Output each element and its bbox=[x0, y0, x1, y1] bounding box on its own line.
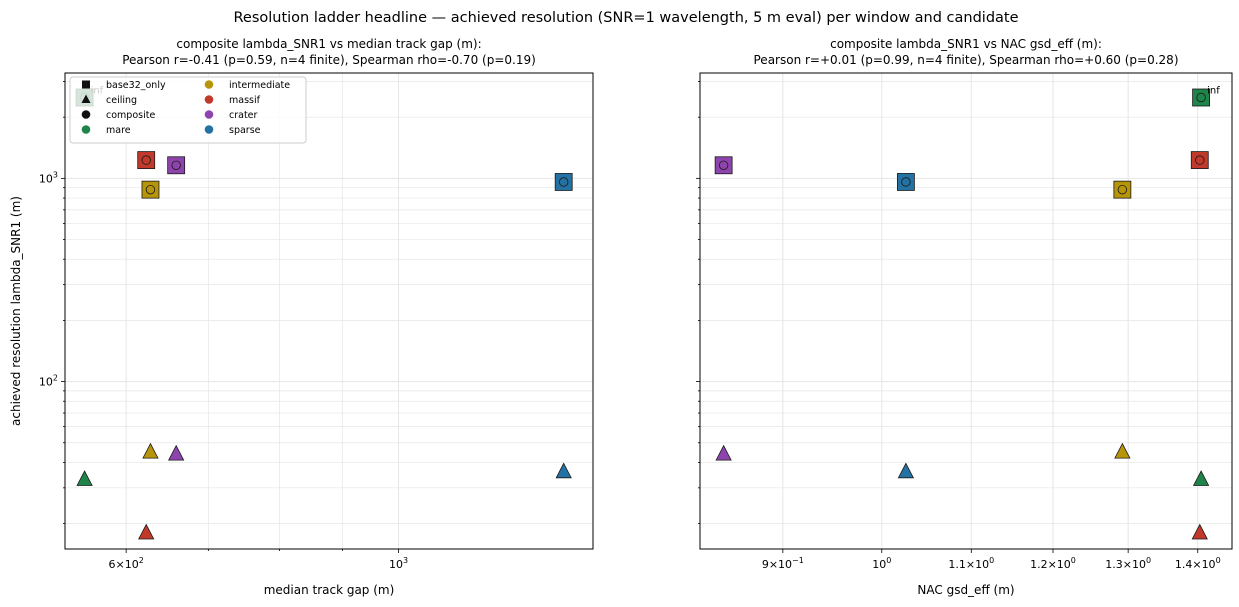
legend-intermediate-dot bbox=[204, 80, 214, 89]
panel-2-ticks: 9×10−1 100 1.1×100 1.2×100 1.3×100 1.4×100 bbox=[696, 81, 1221, 571]
panel-2-marks: inf bbox=[714, 86, 1220, 540]
ceiling-marker-crater bbox=[715, 444, 732, 461]
ceiling-marker-mare bbox=[1192, 470, 1210, 486]
panel-2-grid bbox=[700, 73, 1232, 549]
panel-1-ylabel: achieved resolution lambda_SNR1 (m) bbox=[9, 196, 23, 426]
panel-1-grid bbox=[65, 73, 593, 549]
x-tick-label: 103 bbox=[389, 556, 408, 571]
ceiling-marker-crater bbox=[168, 444, 185, 461]
ceiling-marker-massif bbox=[1191, 523, 1208, 540]
composite-marker-intermediate bbox=[145, 184, 156, 195]
legend-mare-dot bbox=[81, 125, 91, 134]
x-tick-label: 6×102 bbox=[108, 556, 143, 571]
panel-2-title-line2: Pearson r=+0.01 (p=0.99, n=4 finite), Sp… bbox=[754, 53, 1179, 67]
base32-marker-intermediate bbox=[141, 180, 160, 199]
base32-marker-crater bbox=[167, 156, 186, 175]
legend-sparse-dot bbox=[204, 125, 214, 134]
composite-marker-massif bbox=[1195, 155, 1205, 165]
legend-square-icon bbox=[82, 80, 90, 89]
panel-track-gap: composite lambda_SNR1 vs median track ga… bbox=[9, 37, 594, 597]
inf-annotation-mare: inf bbox=[1207, 86, 1220, 97]
composite-marker-massif bbox=[141, 155, 151, 165]
legend-crater-dot bbox=[204, 110, 214, 119]
ceiling-marker-sparse bbox=[897, 462, 915, 479]
composite-marker-mare bbox=[1196, 92, 1206, 103]
legend-triangle-icon bbox=[81, 94, 91, 103]
legend-label-sparse: sparse bbox=[229, 125, 261, 136]
composite-marker-sparse bbox=[558, 177, 569, 187]
legend-label-crater: crater bbox=[229, 110, 258, 121]
ceiling-marker-massif bbox=[138, 523, 155, 540]
figure-suptitle: Resolution ladder headline — achieved re… bbox=[233, 10, 1018, 26]
legend-circle-icon bbox=[81, 110, 91, 119]
x-tick-label: 1.4×100 bbox=[1175, 556, 1221, 571]
ceiling-marker-mare bbox=[76, 470, 93, 486]
base32-marker-sparse bbox=[896, 173, 915, 191]
panel-2-xlabel: NAC gsd_eff (m) bbox=[917, 583, 1014, 597]
panel-gsd: composite lambda_SNR1 vs NAC gsd_eff (m)… bbox=[696, 37, 1233, 597]
x-tick-label: 9×10−1 bbox=[762, 556, 804, 571]
x-tick-label: 1.2×100 bbox=[1030, 556, 1076, 571]
ceiling-marker-sparse bbox=[555, 462, 572, 479]
legend-label-ceiling: ceiling bbox=[106, 95, 137, 106]
panel-2-frame bbox=[699, 72, 1233, 550]
legend-box bbox=[69, 76, 307, 144]
composite-marker-crater bbox=[718, 160, 729, 170]
x-tick-label: 1.1×100 bbox=[948, 556, 994, 571]
panel-1-marks: inf bbox=[75, 86, 573, 540]
panel-1-ticks: 102 103 6×102 103 bbox=[39, 81, 408, 571]
base32-marker-massif bbox=[1190, 151, 1209, 169]
base32-marker-intermediate bbox=[1113, 180, 1132, 199]
x-tick-label: 100 bbox=[872, 556, 891, 571]
ceiling-marker-intermediate bbox=[1114, 442, 1131, 459]
base32-marker-mare bbox=[1192, 88, 1211, 107]
legend-massif-dot bbox=[204, 95, 214, 104]
panel-2-title-line1: composite lambda_SNR1 vs NAC gsd_eff (m)… bbox=[830, 37, 1102, 51]
base32-marker-sparse bbox=[554, 173, 573, 191]
x-tick-label: 1.3×100 bbox=[1105, 556, 1151, 571]
ceiling-marker-intermediate bbox=[142, 442, 159, 459]
composite-marker-intermediate bbox=[1117, 184, 1128, 195]
legend-label-massif: massif bbox=[229, 95, 261, 106]
base32-marker-massif bbox=[137, 151, 156, 169]
y-tick-label: 102 bbox=[39, 374, 58, 389]
composite-marker-crater bbox=[171, 160, 181, 170]
y-tick-label: 103 bbox=[39, 170, 58, 185]
panel-1-xlabel: median track gap (m) bbox=[264, 583, 395, 597]
composite-marker-sparse bbox=[901, 177, 911, 187]
panel-1-title-line1: composite lambda_SNR1 vs median track ga… bbox=[176, 37, 481, 51]
panel-1-title-line2: Pearson r=-0.41 (p=0.59, n=4 finite), Sp… bbox=[122, 53, 536, 67]
legend-label-intermediate: intermediate bbox=[229, 80, 290, 91]
legend-label-composite: composite bbox=[106, 110, 155, 121]
legend-label-mare: mare bbox=[106, 125, 131, 136]
legend-label-base32_only: base32_only bbox=[106, 80, 166, 91]
base32-marker-crater bbox=[714, 156, 733, 175]
panel-1-frame bbox=[64, 72, 594, 550]
